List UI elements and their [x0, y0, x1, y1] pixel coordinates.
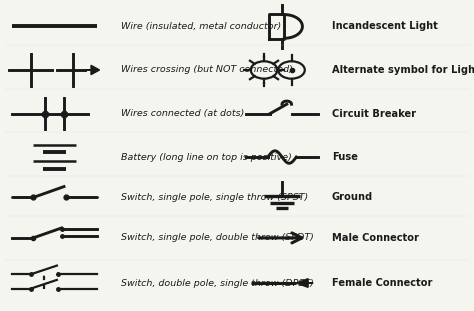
Text: Switch, single pole, double throw (SPDT): Switch, single pole, double throw (SPDT): [121, 234, 314, 242]
Text: Switch, single pole, single throw (SPST): Switch, single pole, single throw (SPST): [121, 193, 308, 202]
Text: Ground: Ground: [332, 193, 373, 202]
Text: Wires crossing (but NOT connected): Wires crossing (but NOT connected): [121, 66, 293, 74]
Text: Battery (long line on top is positive): Battery (long line on top is positive): [121, 153, 292, 161]
FancyArrow shape: [85, 65, 100, 75]
Text: Circuit Breaker: Circuit Breaker: [332, 109, 416, 118]
Text: Wires connected (at dots): Wires connected (at dots): [121, 109, 244, 118]
Text: Fuse: Fuse: [332, 152, 358, 162]
Text: Incandescent Light: Incandescent Light: [332, 21, 438, 31]
FancyArrow shape: [296, 279, 313, 287]
Text: Switch, double pole, single throw (DPST): Switch, double pole, single throw (DPST): [121, 279, 314, 287]
Text: Wire (insulated, metal conductor): Wire (insulated, metal conductor): [121, 22, 281, 31]
Text: Male Connector: Male Connector: [332, 233, 419, 243]
Text: Alternate symbol for Light: Alternate symbol for Light: [332, 65, 474, 75]
Text: Female Connector: Female Connector: [332, 278, 432, 288]
